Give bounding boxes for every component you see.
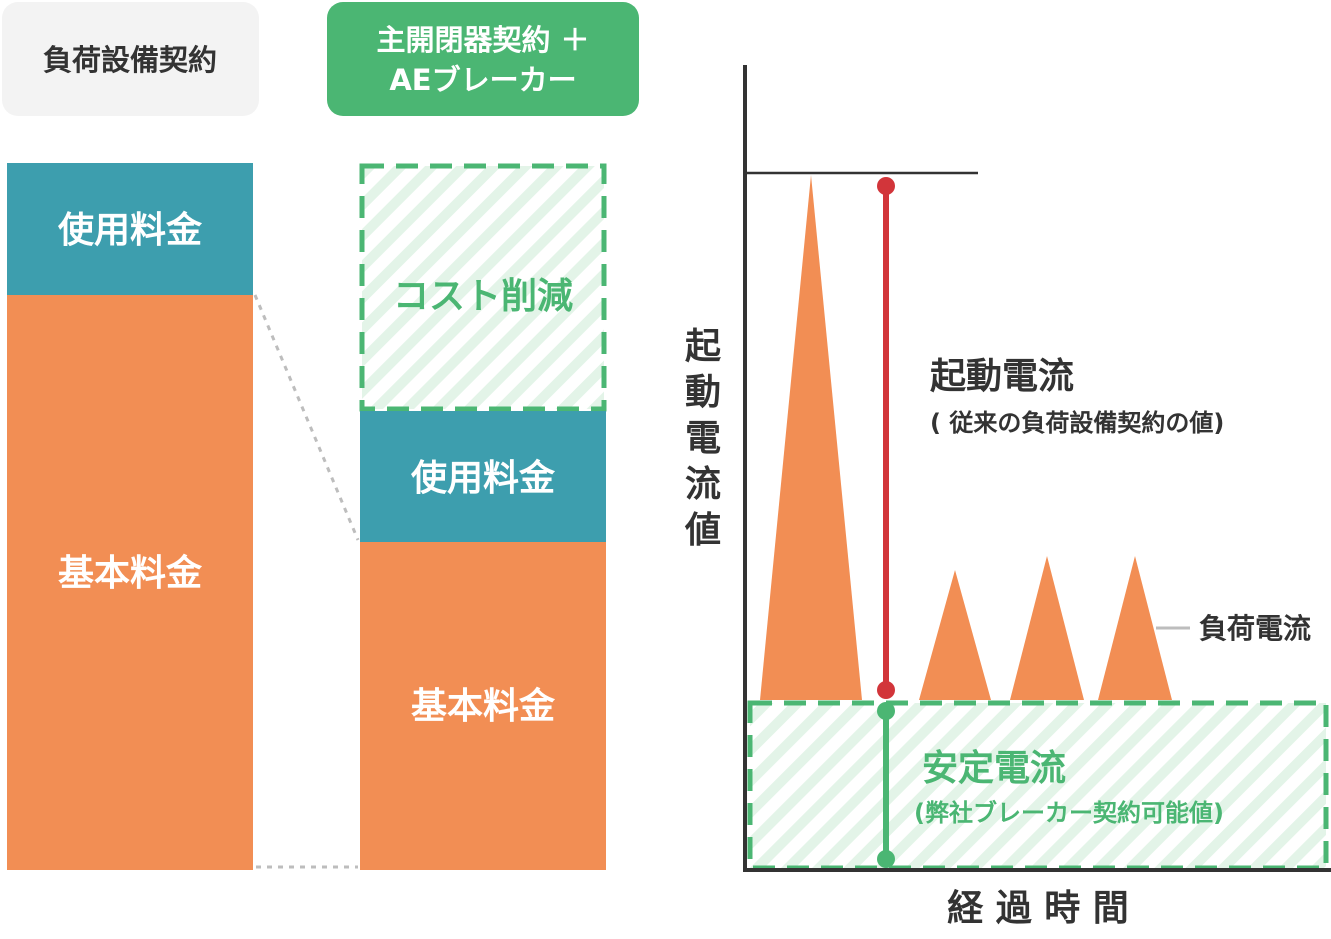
x-axis-label: 経 過 時 間 — [947, 888, 1129, 929]
load-current-label: 負荷電流 — [1199, 612, 1311, 645]
left-header-text: 負荷設備契約 — [43, 43, 217, 77]
left-header-pill — [2, 2, 259, 116]
right-usage-fee-text: 使用料金 — [411, 457, 556, 499]
steady-indicator-bottom-dot — [877, 850, 895, 868]
cost-reduction-block — [359, 163, 607, 412]
inrush-peak — [760, 175, 862, 700]
y-axis-char-2: 動 — [685, 372, 721, 413]
inrush-indicator-bottom-dot — [877, 681, 895, 699]
steady-indicator-top-dot — [877, 702, 895, 720]
right-base-fee-block — [360, 542, 606, 870]
steady-label: 安定電流 — [922, 748, 1066, 789]
right-header-pill — [327, 2, 639, 116]
right-header-line2: AEブレーカー — [389, 63, 576, 97]
left-usage-fee-block — [7, 163, 253, 295]
y-axis-char-5: 値 — [684, 510, 721, 551]
right-usage-fee-block — [360, 411, 606, 542]
right-header-line1: 主開閉器契約 ＋ — [376, 23, 589, 57]
load-peak-3 — [1098, 556, 1172, 700]
left-base-fee-text: 基本料金 — [58, 552, 203, 594]
inrush-note: ( 従来の負荷設備契約の値) — [930, 409, 1224, 437]
left-usage-fee-text: 使用料金 — [58, 209, 203, 251]
left-base-fee-block — [7, 295, 253, 870]
load-peak-1 — [919, 570, 991, 700]
y-axis-char-4: 流 — [685, 464, 721, 505]
inrush-label: 起動電流 — [930, 356, 1074, 397]
steady-note: (弊社ブレーカー契約可能値) — [914, 799, 1224, 827]
inrush-indicator-top-dot — [877, 177, 895, 195]
cost-reduction-text: コスト削減 — [393, 276, 573, 317]
y-axis-char-1: 起 — [685, 326, 722, 367]
connector-diagonal — [253, 294, 360, 541]
right-base-fee-text: 基本料金 — [411, 685, 556, 727]
y-axis-char-3: 電 — [685, 418, 721, 459]
load-peak-2 — [1010, 556, 1084, 700]
steady-current-area — [750, 703, 1326, 868]
